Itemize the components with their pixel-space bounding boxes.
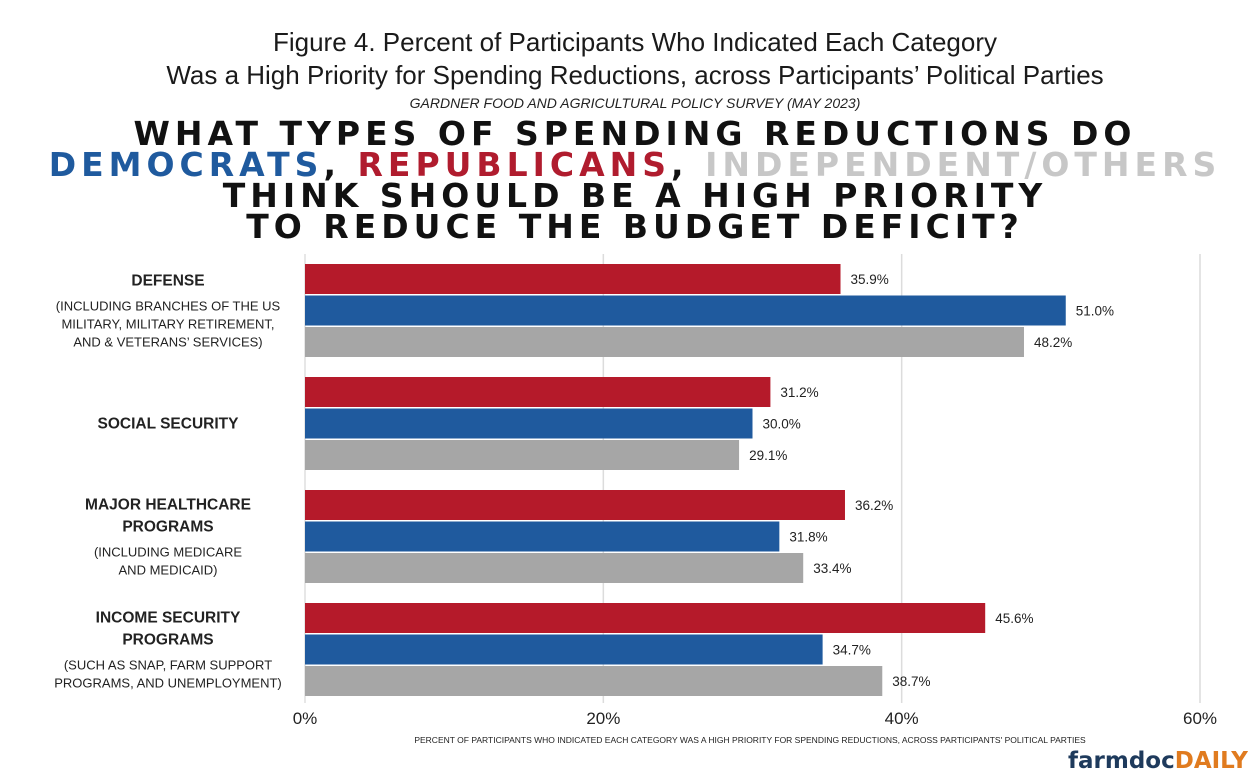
chart-headline: WHAT TYPES OF SPENDING REDUCTIONS DO DEM…: [0, 114, 1248, 246]
x-tick-label: 20%: [586, 709, 620, 728]
bar-value-label: 38.7%: [892, 674, 930, 689]
headline-line3: THINK SHOULD BE A HIGH PRIORITY: [222, 176, 1048, 215]
bar-value-label: 29.1%: [749, 448, 787, 463]
bar-democrats: [305, 634, 823, 665]
bar-value-label: 33.4%: [813, 561, 851, 576]
bar-value-label: 51.0%: [1076, 304, 1114, 319]
headline-line4: TO REDUCE THE BUDGET DEFICIT?: [246, 207, 1024, 246]
logo-daily: DAILY: [1174, 748, 1248, 774]
headline-democrats: DEMOCRATS: [48, 145, 324, 184]
headline-independents: INDEPENDENT/OTHERS: [705, 145, 1222, 184]
category-sublabel: (INCLUDING BRANCHES OF THE US: [56, 299, 281, 314]
bar-value-label: 34.7%: [833, 643, 871, 658]
x-tick-label: 0%: [293, 709, 318, 728]
bar-democrats: [305, 295, 1066, 326]
figure-title: Figure 4. Percent of Participants Who In…: [0, 26, 1248, 92]
bar-independents: [305, 553, 804, 583]
bar-value-label: 48.2%: [1034, 335, 1072, 350]
category-sublabel: AND MEDICAID): [119, 563, 218, 578]
farmdoc-daily-logo: farmdocDAILY: [1068, 746, 1248, 776]
x-tick-label: 60%: [1183, 709, 1217, 728]
bar-value-label: 45.6%: [995, 611, 1033, 626]
category-sublabel: (SUCH AS SNAP, FARM SUPPORT: [64, 658, 272, 673]
category-label: SOCIAL SECURITY: [98, 416, 240, 433]
category-sublabel: (INCLUDING MEDICARE: [94, 545, 242, 560]
category-label: DEFENSE: [131, 273, 204, 290]
category-sublabel: MILITARY, MILITARY RETIREMENT,: [61, 317, 274, 332]
category-sublabel: AND & VETERANS’ SERVICES): [73, 335, 262, 350]
headline-republicans: REPUBLICANS: [357, 145, 672, 184]
category-label: INCOME SECURITY: [96, 610, 241, 627]
bar-republicans: [305, 264, 841, 294]
figure-title-line2: Was a High Priority for Spending Reducti…: [166, 60, 1104, 90]
bar-value-label: 31.8%: [789, 530, 827, 545]
bar-democrats: [305, 521, 780, 552]
category-sublabel: PROGRAMS, AND UNEMPLOYMENT): [54, 676, 282, 691]
bar-republicans: [305, 603, 986, 633]
headline-line2: DEMOCRATS, REPUBLICANS, INDEPENDENT/OTHE…: [0, 148, 1248, 181]
bar-republicans: [305, 377, 771, 407]
bar-value-label: 30.0%: [763, 417, 801, 432]
bar-independents: [305, 327, 1024, 357]
bar-republicans: [305, 490, 845, 520]
headline-comma-2: ,: [671, 145, 689, 184]
category-label: MAJOR HEALTHCARE: [85, 497, 251, 514]
bar-value-label: 36.2%: [855, 498, 893, 513]
bar-democrats: [305, 408, 753, 439]
headline-line1: WHAT TYPES OF SPENDING REDUCTIONS DO: [133, 114, 1137, 153]
bar-value-label: 35.9%: [851, 272, 889, 287]
headline-comma-1: ,: [323, 145, 341, 184]
bar-independents: [305, 666, 883, 696]
logo-farmdoc: farmdoc: [1068, 748, 1175, 774]
x-axis-title: PERCENT OF PARTICIPANTS WHO INDICATED EA…: [414, 735, 1086, 745]
figure-title-line1: Figure 4. Percent of Participants Who In…: [272, 27, 998, 57]
bar-independents: [305, 440, 740, 470]
category-label: PROGRAMS: [122, 519, 213, 536]
x-tick-label: 40%: [885, 709, 919, 728]
category-label: PROGRAMS: [122, 632, 213, 649]
bar-value-label: 31.2%: [780, 385, 818, 400]
figure-subtitle: GARDNER FOOD AND AGRICULTURAL POLICY SUR…: [409, 95, 861, 111]
